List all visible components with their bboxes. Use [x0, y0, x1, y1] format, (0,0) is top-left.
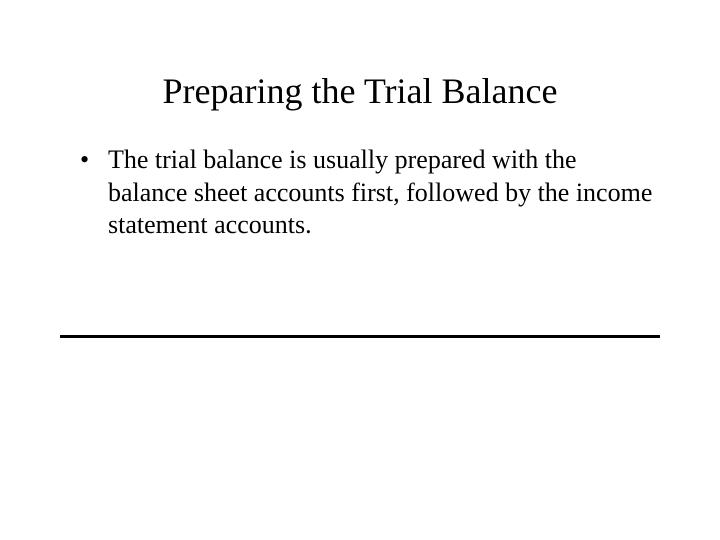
bullet-item: The trial balance is usually prepared wi…: [80, 144, 660, 242]
bullet-list: The trial balance is usually prepared wi…: [60, 144, 660, 242]
slide-title: Preparing the Trial Balance: [60, 70, 660, 112]
slide-container: Preparing the Trial Balance The trial ba…: [0, 0, 720, 540]
horizontal-divider: [60, 335, 660, 338]
